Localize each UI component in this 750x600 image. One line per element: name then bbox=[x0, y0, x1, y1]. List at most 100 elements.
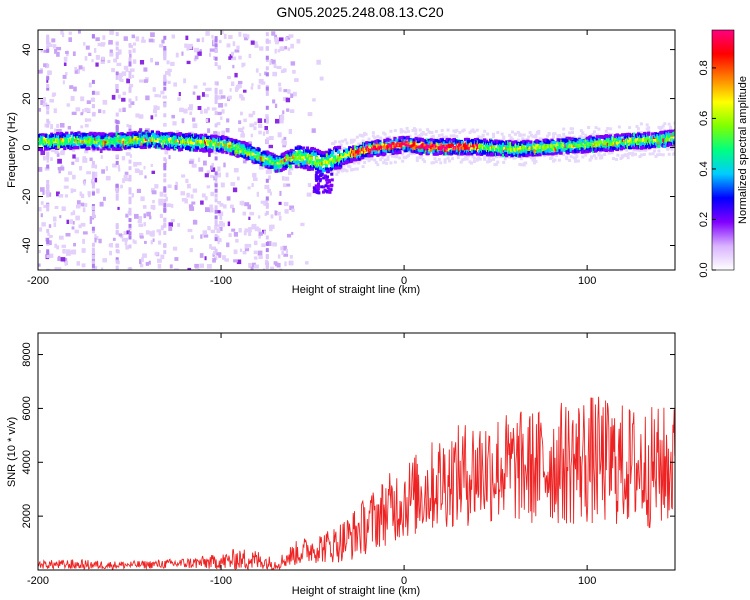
spectrogram-ridge-cell bbox=[252, 148, 256, 153]
spectrogram-halo-cell bbox=[342, 147, 346, 150]
spectrogram-ridge-cell bbox=[406, 135, 410, 140]
spectrogram-ridge-cell bbox=[324, 164, 329, 168]
spectrogram-noise-cell bbox=[87, 193, 91, 198]
spectrogram-noise-cell bbox=[64, 194, 69, 198]
spectrogram-ridge-cell bbox=[592, 147, 596, 151]
spectrogram-noise-cell bbox=[47, 232, 50, 236]
spectrogram-noise-cell bbox=[133, 42, 137, 46]
spectrogram-halo-cell bbox=[364, 157, 368, 161]
spectrogram-noise-cell bbox=[269, 224, 272, 229]
spectrogram-ridge-cell bbox=[138, 142, 142, 147]
spectrogram-noise-cell bbox=[283, 201, 289, 207]
spectrogram-noise-cell bbox=[236, 45, 240, 49]
spectrogram-noise-cell bbox=[141, 39, 146, 43]
spectrogram-noise-cell bbox=[222, 255, 226, 260]
spectrogram-ridge-cell bbox=[393, 136, 397, 141]
spectrogram-ridge-cell bbox=[511, 153, 515, 157]
spectrogram-ridge-cell bbox=[98, 138, 102, 142]
spectrogram-ridge-cell bbox=[604, 148, 608, 153]
spectrogram-noise-cell bbox=[183, 78, 186, 84]
spectrogram-ridge-cell bbox=[119, 143, 123, 148]
spectrogram-ridge-cell bbox=[320, 153, 325, 158]
spectrogram-ridge-cell bbox=[243, 147, 247, 151]
spectrogram-ridge-cell bbox=[540, 150, 544, 154]
spectrogram-ridge-cell bbox=[178, 133, 183, 137]
spectrogram-noise-cell bbox=[292, 91, 297, 97]
spectrogram-ridge-cell bbox=[536, 146, 540, 150]
spectrogram-noise-cell bbox=[70, 212, 73, 216]
spectrogram-streak-cell bbox=[214, 62, 218, 67]
spectrogram-ridge-cell bbox=[500, 152, 504, 157]
spectrogram-halo-cell bbox=[445, 135, 449, 139]
spectrogram-ridge-cell bbox=[354, 157, 358, 162]
spectrogram-noise-cell bbox=[102, 258, 107, 263]
spectrogram-halo-cell bbox=[471, 128, 475, 132]
spectrogram-ridge-cell bbox=[482, 150, 486, 154]
spectrogram-noise-cell bbox=[54, 206, 59, 209]
spectrogram-ridge-cell bbox=[509, 145, 513, 149]
spectrogram-ridge-cell bbox=[267, 165, 271, 170]
spectrogram-noise-cell bbox=[80, 125, 84, 129]
spectrogram-halo-cell bbox=[579, 135, 583, 139]
spectrogram-halo-cell bbox=[458, 131, 462, 134]
spectrogram-ridge-cell bbox=[135, 136, 139, 140]
spectrogram-streak-cell bbox=[128, 196, 132, 201]
spectrogram-streak-cell bbox=[128, 124, 132, 129]
spectrogram-streak-cell bbox=[214, 234, 218, 239]
spectrogram-ridge-cell bbox=[63, 146, 67, 151]
spectrogram-noise-cell bbox=[289, 255, 293, 259]
spectrogram-ridge-cell bbox=[447, 148, 451, 152]
spectrogram-ridge-cell bbox=[379, 141, 383, 146]
spectrogram-streak-cell bbox=[265, 46, 269, 51]
spectrogram-ridge-cell bbox=[337, 150, 341, 154]
spectrogram-ridge-cell bbox=[492, 145, 496, 149]
spectrogram-noise-cell bbox=[126, 230, 130, 235]
spectrogram-noise-cell bbox=[66, 251, 71, 256]
spectrogram-noise-cell bbox=[175, 181, 178, 186]
spectrogram-noise-cell bbox=[139, 79, 144, 83]
spectrogram-noise-cell bbox=[121, 156, 126, 161]
spectrogram-halo-cell bbox=[339, 148, 343, 152]
spectrogram-ridge-cell bbox=[334, 163, 338, 168]
spectrogram-halo-cell bbox=[440, 129, 444, 132]
spectrogram-noise-cell bbox=[247, 204, 251, 210]
spectrogram-ridge-cell bbox=[373, 146, 377, 150]
chart-title: GN05.2025.248.08.13.C20 bbox=[276, 4, 444, 20]
spectrogram-streak-cell bbox=[115, 83, 119, 88]
spectrogram-ridge-cell bbox=[110, 144, 114, 148]
spectrogram-noise-cell bbox=[223, 162, 226, 168]
spectrogram-noise-cell bbox=[118, 108, 122, 113]
spectrogram-streak-cell bbox=[91, 181, 95, 186]
spectrogram-noise-cell bbox=[119, 72, 123, 78]
spectrogram-ridge-cell bbox=[466, 137, 471, 142]
spectrogram-ridge-cell bbox=[383, 151, 387, 156]
spectrogram-halo-cell bbox=[409, 152, 413, 156]
spectrogram-halo-cell bbox=[538, 137, 542, 141]
spectrogram-noise-cell bbox=[270, 59, 273, 64]
spectrogram-ridge-cell bbox=[204, 133, 208, 138]
spectrogram-ridge-cell bbox=[467, 147, 472, 151]
spectrogram-ridge-cell bbox=[222, 136, 226, 140]
spectrogram-ridge-cell bbox=[568, 140, 572, 144]
spectrogram-noise-cell bbox=[88, 52, 92, 56]
spectrogram-halo-cell bbox=[648, 152, 652, 156]
spectrogram-noise-cell bbox=[219, 215, 223, 220]
spectrogram-halo-cell bbox=[562, 127, 566, 131]
spectrogram-ridge-cell bbox=[315, 157, 320, 161]
spectrogram-halo-cell bbox=[661, 124, 665, 128]
spectrogram-noise-cell bbox=[160, 225, 163, 229]
spectrogram-noise-cell bbox=[187, 45, 193, 50]
spectrogram-ridge-cell bbox=[43, 139, 47, 144]
spectrogram-halo-cell bbox=[424, 137, 428, 141]
spectrogram-halo-cell bbox=[414, 128, 418, 132]
spectrogram-ridge-cell bbox=[39, 140, 43, 145]
spectrogram-halo-cell bbox=[367, 137, 371, 141]
spectrogram-noise-cell bbox=[191, 235, 194, 239]
spectrogram-halo-cell bbox=[472, 156, 476, 160]
spectrogram-noise-cell bbox=[129, 83, 134, 88]
spectrogram-noise-cell bbox=[59, 123, 65, 128]
spectrogram-ridge-cell bbox=[642, 134, 646, 139]
spectrogram-noise-cell bbox=[47, 70, 52, 75]
spectrogram-noise-cell bbox=[121, 97, 126, 102]
spectrogram-ridge-cell bbox=[426, 147, 430, 151]
